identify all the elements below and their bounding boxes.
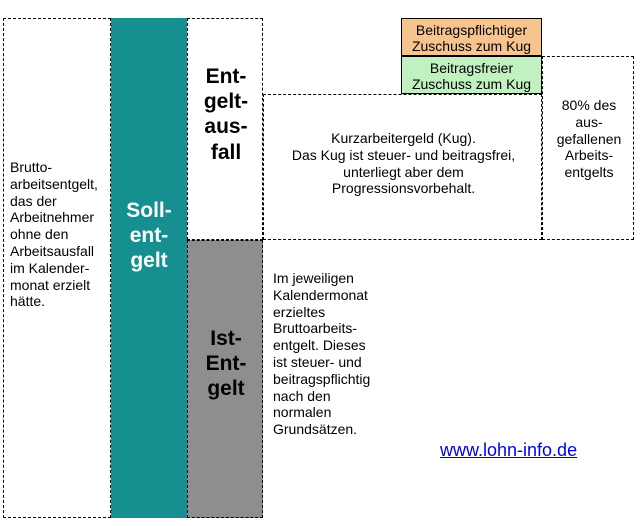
ist-entgelt-box: Ist- Ent- gelt — [187, 240, 263, 518]
beitragspflichtig-box: Beitragspflichtiger Zuschuss zum Kug — [401, 18, 542, 56]
ist-entgelt-label: Ist- Ent- gelt — [188, 326, 264, 402]
soll-entgelt-label: Soll- ent- gelt — [111, 198, 187, 274]
ist-description-text: Im jeweiligen Kalendermonat erzieltes Br… — [273, 270, 413, 438]
beitragsfrei-text: Beitragsfreier Zuschuss zum Kug — [412, 60, 531, 92]
left-definition-box: Brutto- arbeitsentgelt, das der Arbeitne… — [3, 18, 111, 518]
eighty-percent-text: 80% des aus- gefallenen Arbeits- entgelt… — [543, 97, 635, 181]
soll-entgelt-box: Soll- ent- gelt — [111, 18, 187, 518]
left-definition-text: Brutto- arbeitsentgelt, das der Arbeitne… — [10, 159, 110, 310]
beitragspflichtig-text: Beitragspflichtiger Zuschuss zum Kug — [412, 22, 531, 54]
entgelt-ausfall-label: Ent- gelt- aus- fall — [188, 64, 264, 165]
kug-description-box: Kurzarbeitergeld (Kug). Das Kug ist steu… — [263, 94, 542, 240]
beitragsfrei-box: Beitragsfreier Zuschuss zum Kug — [401, 56, 542, 94]
kug-description-text: Kurzarbeitergeld (Kug). Das Kug ist steu… — [264, 130, 543, 197]
diagram-canvas: Brutto- arbeitsentgelt, das der Arbeitne… — [0, 0, 643, 526]
entgelt-ausfall-box: Ent- gelt- aus- fall — [187, 18, 263, 240]
eighty-percent-box: 80% des aus- gefallenen Arbeits- entgelt… — [542, 56, 634, 240]
source-link[interactable]: www.lohn-info.de — [440, 440, 577, 462]
